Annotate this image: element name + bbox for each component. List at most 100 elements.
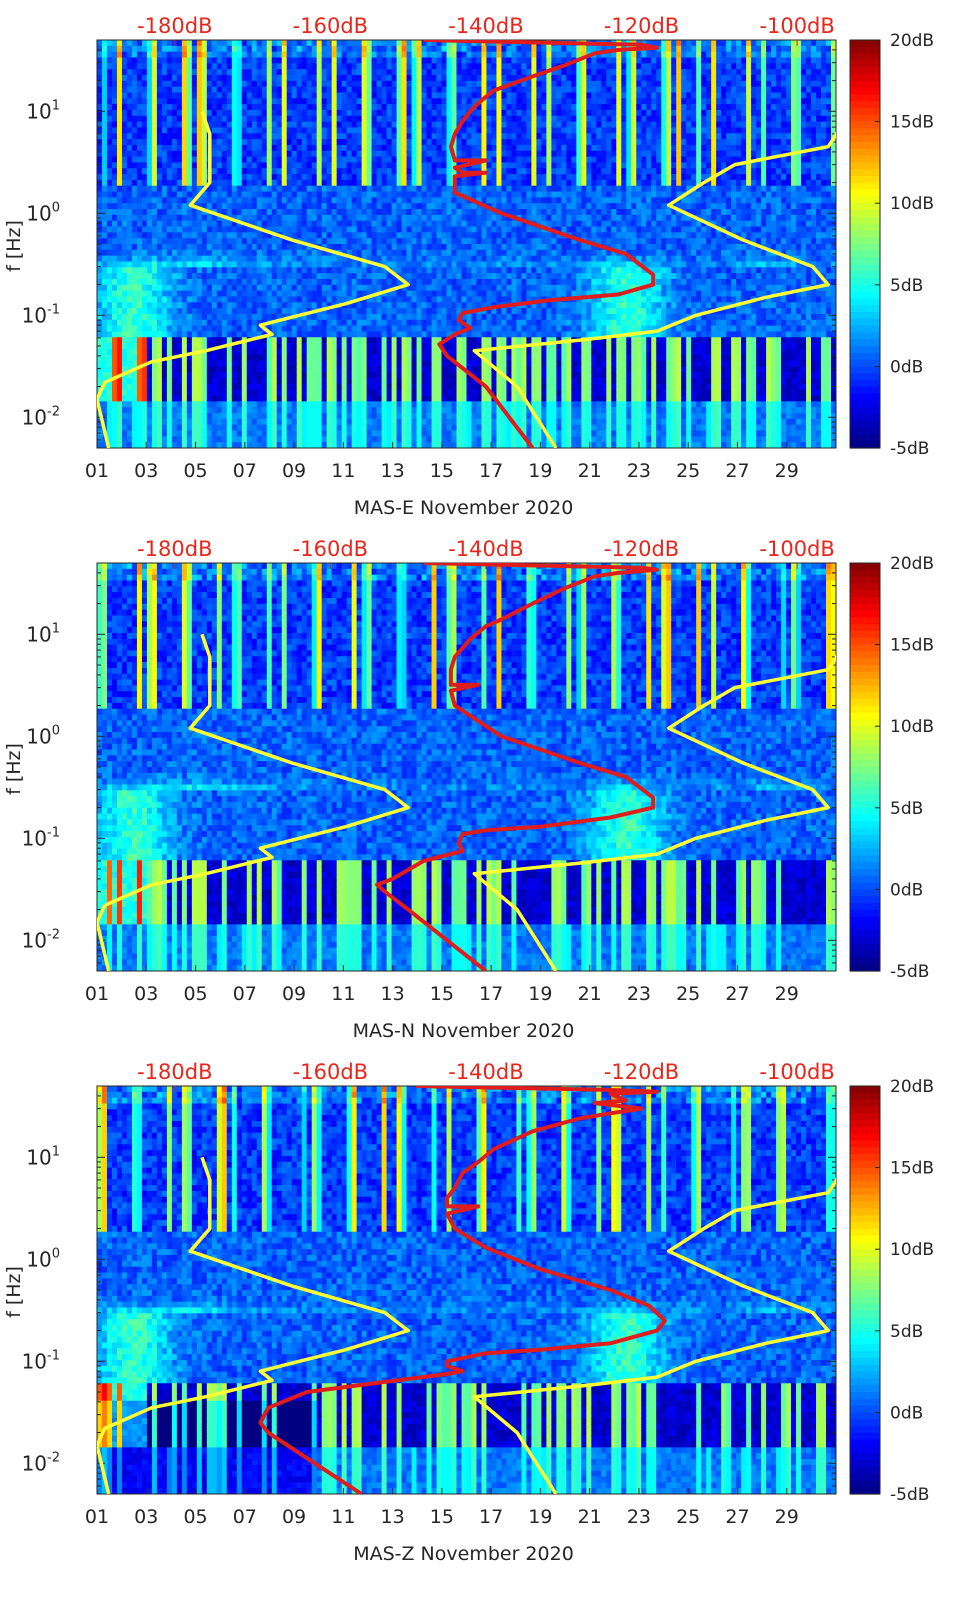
y-tick-label: 10-2 xyxy=(22,1450,60,1475)
y-tick-label: 101 xyxy=(26,98,60,123)
median-psd-line xyxy=(375,563,660,971)
top-tick-label: -140dB xyxy=(448,537,523,561)
x-tick-label: 13 xyxy=(381,983,405,1005)
colorbar: 20dB 15dB 10dB 5dB 0dB -5dB xyxy=(849,554,934,982)
x-tick-label: 19 xyxy=(528,1506,552,1528)
y-axis-title: f [Hz] xyxy=(3,1266,25,1318)
colorbar: 20dB 15dB 10dB 5dB 0dB -5dB xyxy=(849,31,934,459)
x-axis: 01 03 05 07 09 11 13 15 17 19 21 23 25 27 29 MAS-E Nove… xyxy=(85,442,799,519)
x-tick-label: 29 xyxy=(775,1506,799,1528)
x-tick-label: 23 xyxy=(627,1506,651,1528)
x-tick-label: 23 xyxy=(627,983,651,1005)
nlnm-line xyxy=(97,633,410,971)
x-tick-label: 17 xyxy=(479,1506,503,1528)
colorbar-tick-label: 5dB xyxy=(890,276,923,296)
colorbar-tick-label: 20dB xyxy=(890,554,934,574)
top-db-axis: -180dB -160dB -140dB -120dB -100dB xyxy=(137,14,835,46)
x-tick-label: 07 xyxy=(233,460,257,482)
y-tick-label: 10-2 xyxy=(22,927,60,952)
colorbar-tick-label: 5dB xyxy=(890,1322,923,1342)
spectrogram-heatmap xyxy=(97,563,836,971)
x-tick-label: 17 xyxy=(479,983,503,1005)
y-axis: 10-2 10-1 100 101 xyxy=(22,39,836,449)
x-axis-title: MAS-N November 2020 xyxy=(353,1020,575,1042)
spectrogram-panel-mas-n: f [Hz] 10-2 10-1 100 101 01 03 05 07 09 11 13 15 17 1… xyxy=(0,523,962,1046)
colorbar-tick-label: 5dB xyxy=(890,799,923,819)
colorbar-frame xyxy=(849,1085,881,1495)
median-psd-line xyxy=(258,1086,667,1494)
y-axis: 10-2 10-1 100 101 xyxy=(22,562,836,972)
x-tick-label: 27 xyxy=(725,460,749,482)
y-tick-label: 100 xyxy=(26,723,60,748)
spectrogram-chart: f [Hz] 10-2 10-1 100 101 01 03 05 07 09 11 13 15 17 1… xyxy=(3,1060,934,1565)
x-tick-label: 21 xyxy=(578,1506,602,1528)
y-tick-label: 100 xyxy=(26,200,60,225)
spectrogram-panel-mas-e: f [Hz] 10-2 10-1 100 101 01 03 05 07 09 11 13 15 17 1… xyxy=(0,0,962,523)
top-tick-label: -100dB xyxy=(759,14,834,38)
colorbar-tick-label: -5dB xyxy=(890,962,929,982)
x-tick-label: 07 xyxy=(233,983,257,1005)
x-tick-label: 01 xyxy=(85,1506,109,1528)
colorbar-frame xyxy=(849,39,881,449)
colorbar-tick-label: 15dB xyxy=(890,1159,934,1179)
colorbar-tick-label: 20dB xyxy=(890,1077,934,1097)
top-tick-label: -180dB xyxy=(137,14,212,38)
spectrogram-heatmap xyxy=(97,1086,836,1494)
x-tick-label: 13 xyxy=(381,1506,405,1528)
x-tick-label: 03 xyxy=(134,460,158,482)
x-axis: 01 03 05 07 09 11 13 15 17 19 21 23 25 27 29 MAS-N Nove… xyxy=(85,965,799,1042)
spectrogram-chart: f [Hz] 10-2 10-1 100 101 01 03 05 07 09 11 13 15 17 1… xyxy=(3,537,934,1042)
top-tick-label: -120dB xyxy=(604,537,679,561)
colorbar-tick-label: 0dB xyxy=(890,1403,923,1423)
nhnm-line xyxy=(472,1177,836,1494)
x-tick-label: 11 xyxy=(331,460,355,482)
psd-curves xyxy=(97,1086,836,1494)
top-db-axis: -180dB -160dB -140dB -120dB -100dB xyxy=(137,537,835,569)
top-tick-label: -120dB xyxy=(604,14,679,38)
y-tick-label: 101 xyxy=(26,1144,60,1169)
nlnm-line xyxy=(97,110,410,448)
x-tick-label: 13 xyxy=(381,460,405,482)
x-tick-label: 03 xyxy=(134,1506,158,1528)
x-tick-label: 01 xyxy=(85,983,109,1005)
colorbar-tick-label: 0dB xyxy=(890,880,923,900)
median-psd-line xyxy=(423,40,660,448)
top-tick-label: -140dB xyxy=(448,1060,523,1084)
x-tick-label: 25 xyxy=(676,460,700,482)
x-tick-label: 05 xyxy=(183,460,207,482)
y-tick-label: 101 xyxy=(26,621,60,646)
y-tick-label: 10-2 xyxy=(22,404,60,429)
colorbar-tick-label: 10dB xyxy=(890,717,934,737)
top-tick-label: -180dB xyxy=(137,537,212,561)
x-tick-label: 25 xyxy=(676,983,700,1005)
y-tick-label: 10-1 xyxy=(22,1348,60,1373)
y-axis-title: f [Hz] xyxy=(3,220,25,272)
x-tick-label: 07 xyxy=(233,1506,257,1528)
colorbar: 20dB 15dB 10dB 5dB 0dB -5dB xyxy=(849,1077,934,1505)
y-tick-label: 10-1 xyxy=(22,302,60,327)
x-tick-label: 29 xyxy=(775,460,799,482)
x-tick-label: 25 xyxy=(676,1506,700,1528)
top-db-axis: -180dB -160dB -140dB -120dB -100dB xyxy=(137,1060,835,1092)
colorbar-tick-label: 0dB xyxy=(890,357,923,377)
top-tick-label: -160dB xyxy=(293,14,368,38)
top-tick-label: -120dB xyxy=(604,1060,679,1084)
top-tick-label: -100dB xyxy=(759,1060,834,1084)
x-tick-label: 11 xyxy=(331,1506,355,1528)
colorbar-tick-label: 20dB xyxy=(890,31,934,51)
colorbar-frame xyxy=(849,562,881,972)
spectrogram-heatmap xyxy=(97,40,836,448)
top-tick-label: -100dB xyxy=(759,537,834,561)
x-tick-label: 19 xyxy=(528,460,552,482)
x-tick-label: 19 xyxy=(528,983,552,1005)
x-tick-label: 15 xyxy=(430,460,454,482)
top-tick-label: -160dB xyxy=(293,537,368,561)
colorbar-tick-label: 10dB xyxy=(890,1240,934,1260)
nhnm-line xyxy=(472,654,836,971)
nhnm-line xyxy=(472,131,836,448)
x-tick-label: 03 xyxy=(134,983,158,1005)
psd-curves xyxy=(97,563,836,971)
x-tick-label: 05 xyxy=(183,1506,207,1528)
x-axis: 01 03 05 07 09 11 13 15 17 19 21 23 25 27 29 MAS-Z Nove… xyxy=(85,1488,799,1565)
x-tick-label: 27 xyxy=(725,983,749,1005)
